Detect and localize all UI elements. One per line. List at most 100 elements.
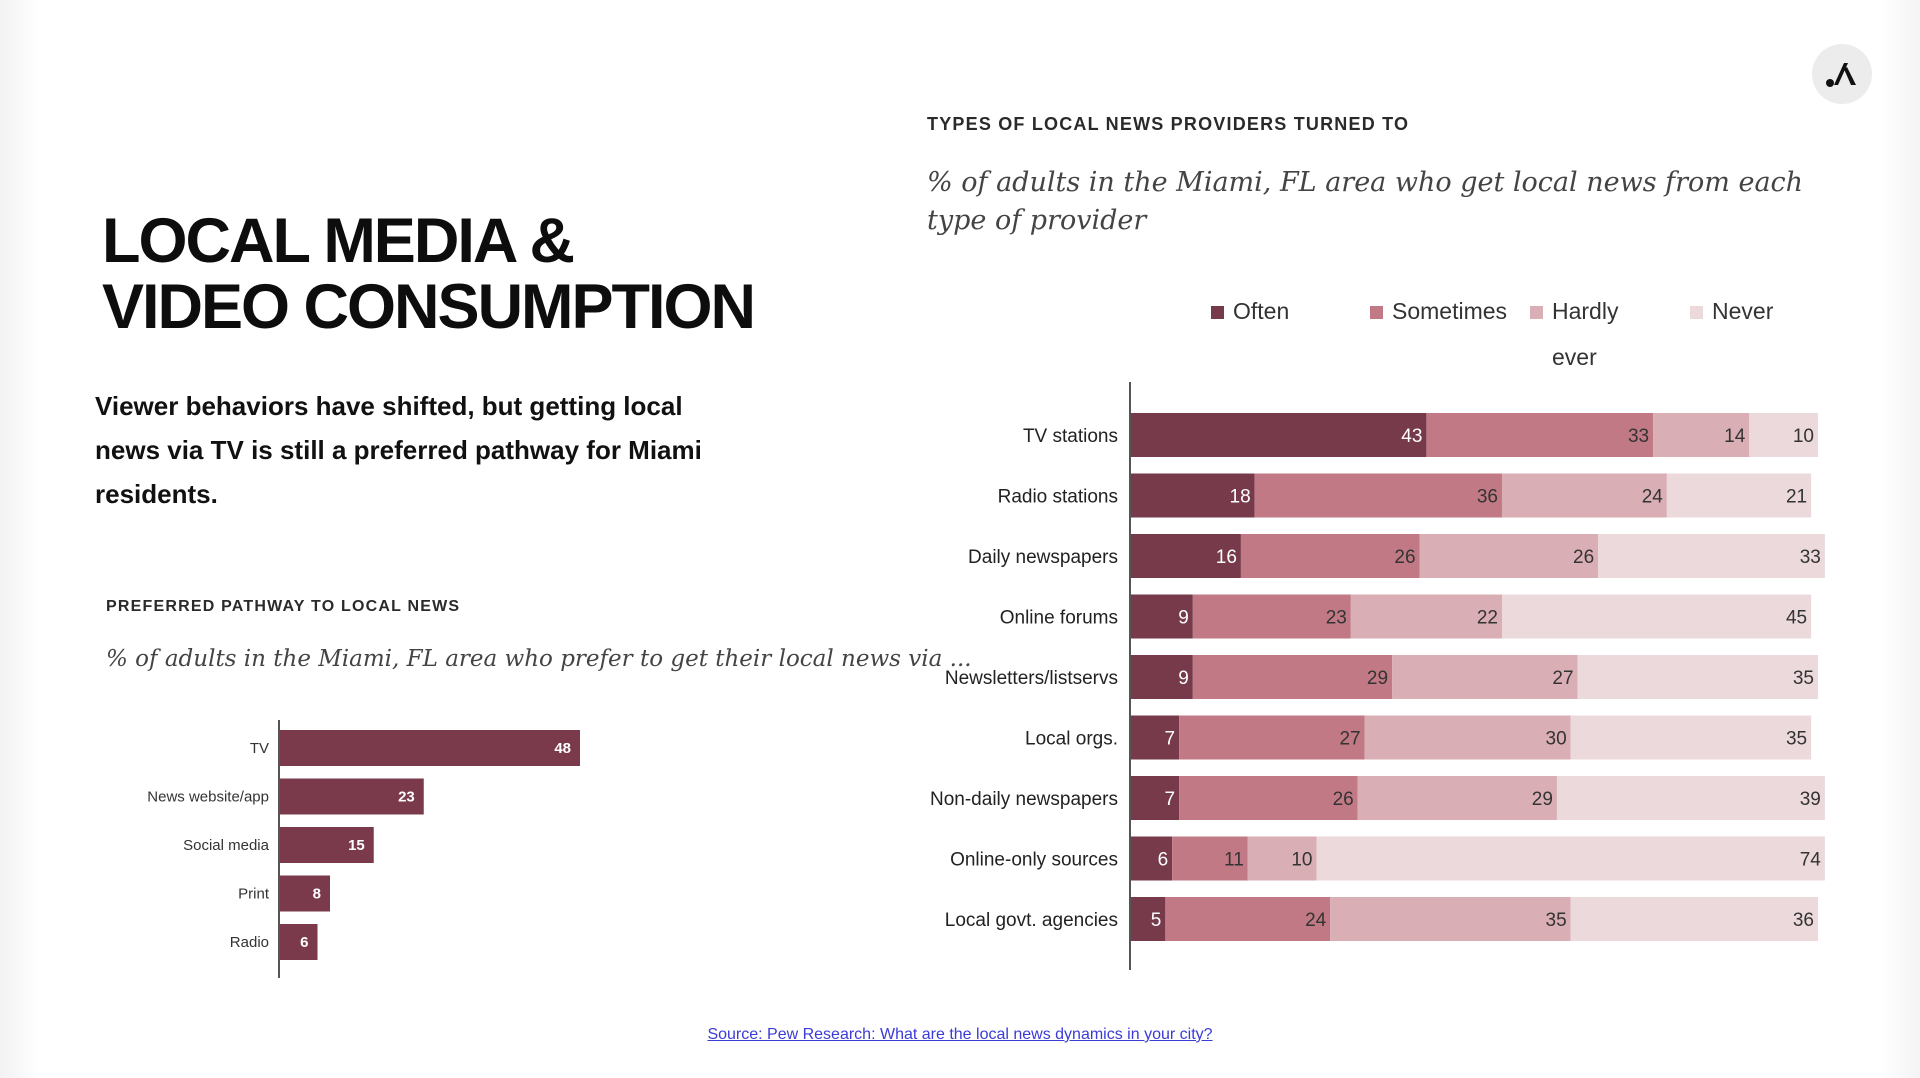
category-label-tv-stations: TV stations — [1023, 426, 1118, 447]
segment-radio-stations-never — [1666, 473, 1812, 518]
value-label-online-forums-hardly-ever: 22 — [1477, 608, 1498, 629]
segment-local-govt-agencies-often — [1131, 897, 1166, 941]
segment-radio-stations-hardly-ever — [1501, 473, 1667, 518]
value-label-local-govt-agencies-hardly-ever: 35 — [1546, 910, 1567, 931]
bar-print — [280, 875, 330, 912]
segment-non-daily-newspapers-often — [1131, 776, 1180, 820]
legend-label-hardly-ever: Hardly ever — [1552, 298, 1619, 370]
value-label-local-orgs-hardly-ever: 30 — [1546, 729, 1567, 750]
value-label-tv-stations-hardly-ever: 14 — [1724, 426, 1746, 447]
stylized-a-logo-icon — [1826, 63, 1856, 87]
page-title-line-2: VIDEO CONSUMPTION — [102, 272, 756, 342]
value-label-online-forums-sometimes: 23 — [1326, 608, 1347, 629]
bar-news-website-app — [280, 778, 424, 815]
value-label-non-daily-newspapers-hardly-ever: 29 — [1532, 789, 1553, 810]
value-label-local-govt-agencies-sometimes: 24 — [1305, 910, 1327, 931]
legend-label-sometimes: Sometimes — [1392, 298, 1507, 324]
segment-online-only-sources-never — [1316, 836, 1825, 881]
category-label-radio: Radio — [230, 934, 269, 951]
preferred-pathway-chart: TV 48 News website/app 23 Social media 15 Prin… — [147, 720, 580, 978]
value-label-print: 8 — [313, 886, 321, 903]
legend-swatch-hardly-ever — [1530, 306, 1543, 319]
value-label-radio-stations-often: 18 — [1230, 487, 1251, 508]
value-label-online-only-sources-often: 6 — [1158, 850, 1169, 871]
segment-online-forums-often — [1131, 594, 1193, 639]
page-title: LOCAL MEDIA & VIDEO CONSUMPTION — [102, 208, 802, 340]
value-label-news-website-app: 23 — [398, 789, 415, 806]
segment-newsletters-listservs-often — [1131, 655, 1193, 699]
value-label-daily-newspapers-sometimes: 26 — [1394, 547, 1415, 568]
segment-local-orgs-hardly-ever — [1364, 715, 1571, 760]
category-label-social-media: Social media — [183, 837, 270, 854]
category-label-online-only-sources: Online-only sources — [950, 850, 1118, 871]
left-chart-subtitle: % of adults in the Miami, FL area who pr… — [106, 646, 972, 672]
value-label-newsletters-listservs-never: 35 — [1793, 668, 1814, 689]
segment-local-orgs-never — [1570, 715, 1812, 760]
value-label-non-daily-newspapers-never: 39 — [1800, 789, 1821, 810]
segment-online-forums-sometimes — [1192, 594, 1351, 639]
segment-online-forums-hardly-ever — [1350, 594, 1502, 639]
value-label-online-forums-often: 9 — [1178, 608, 1189, 629]
segment-tv-stations-hardly-ever — [1653, 413, 1750, 457]
segment-tv-stations-often — [1131, 413, 1427, 457]
segment-local-orgs-often — [1131, 715, 1180, 760]
value-label-local-govt-agencies-often: 5 — [1151, 910, 1162, 931]
value-label-non-daily-newspapers-sometimes: 26 — [1333, 789, 1354, 810]
segment-online-only-sources-often — [1131, 836, 1173, 881]
category-label-non-daily-newspapers: Non-daily newspapers — [930, 789, 1118, 810]
value-label-online-only-sources-sometimes: 11 — [1224, 850, 1244, 871]
value-label-daily-newspapers-hardly-ever: 26 — [1573, 547, 1594, 568]
category-label-online-forums: Online forums — [1000, 608, 1118, 629]
source-link[interactable]: Source: Pew Research: What are the local… — [707, 1026, 1213, 1043]
legend-item-never: Never — [1690, 298, 1774, 324]
intro-text: Viewer behaviors have shifted, but getti… — [95, 391, 702, 509]
value-label-newsletters-listservs-hardly-ever: 27 — [1552, 668, 1573, 689]
value-label-radio-stations-never: 21 — [1786, 487, 1807, 508]
value-label-radio: 6 — [300, 934, 308, 951]
value-label-local-govt-agencies-never: 36 — [1793, 910, 1814, 931]
legend-swatch-sometimes — [1370, 306, 1383, 319]
value-label-daily-newspapers-never: 33 — [1800, 547, 1821, 568]
value-label-radio-stations-sometimes: 36 — [1477, 487, 1498, 508]
value-label-newsletters-listservs-often: 9 — [1178, 668, 1189, 689]
segment-newsletters-listservs-never — [1577, 655, 1818, 699]
value-label-local-orgs-sometimes: 27 — [1339, 729, 1360, 750]
category-label-tv: TV — [250, 740, 269, 757]
segment-local-orgs-sometimes — [1179, 715, 1365, 760]
category-label-news-website-app: News website/app — [147, 789, 269, 806]
legend-item-hardly-ever: Hardly ever — [1530, 298, 1619, 370]
value-label-newsletters-listservs-sometimes: 29 — [1367, 668, 1388, 689]
brand-logo — [1812, 44, 1872, 104]
bar-radio — [280, 924, 318, 960]
value-label-local-orgs-often: 7 — [1165, 729, 1176, 750]
bar-tv — [280, 730, 580, 766]
segment-newsletters-listservs-sometimes — [1192, 655, 1393, 699]
segment-online-forums-never — [1501, 594, 1812, 639]
value-label-tv-stations-never: 10 — [1793, 426, 1814, 447]
segment-non-daily-newspapers-never — [1556, 776, 1825, 820]
value-label-online-only-sources-never: 74 — [1800, 850, 1822, 871]
value-label-tv: 48 — [554, 740, 571, 757]
category-label-newsletters-listservs: Newsletters/listservs — [945, 668, 1118, 689]
segment-radio-stations-often — [1131, 473, 1255, 518]
value-label-non-daily-newspapers-often: 7 — [1165, 789, 1176, 810]
segment-local-govt-agencies-hardly-ever — [1330, 897, 1571, 941]
legend-swatch-often — [1211, 306, 1224, 319]
segment-daily-newspapers-sometimes — [1240, 534, 1420, 578]
legend-swatch-never — [1690, 306, 1703, 319]
segment-non-daily-newspapers-hardly-ever — [1357, 776, 1557, 820]
value-label-daily-newspapers-often: 16 — [1216, 547, 1237, 568]
value-label-social-media: 15 — [348, 837, 365, 854]
segment-daily-newspapers-hardly-ever — [1419, 534, 1599, 578]
legend-item-often: Often — [1211, 298, 1289, 324]
value-label-tv-stations-sometimes: 33 — [1628, 426, 1649, 447]
segment-radio-stations-sometimes — [1254, 473, 1502, 518]
segment-daily-newspapers-often — [1131, 534, 1241, 578]
value-label-tv-stations-often: 43 — [1401, 426, 1422, 447]
segment-online-only-sources-sometimes — [1172, 836, 1248, 881]
category-label-local-orgs: Local orgs. — [1025, 729, 1118, 750]
category-label-radio-stations: Radio stations — [998, 487, 1118, 508]
legend-label-never: Never — [1712, 298, 1774, 324]
value-label-local-orgs-never: 35 — [1786, 729, 1807, 750]
left-chart-title: PREFERRED PATHWAY TO LOCAL NEWS — [106, 598, 461, 615]
